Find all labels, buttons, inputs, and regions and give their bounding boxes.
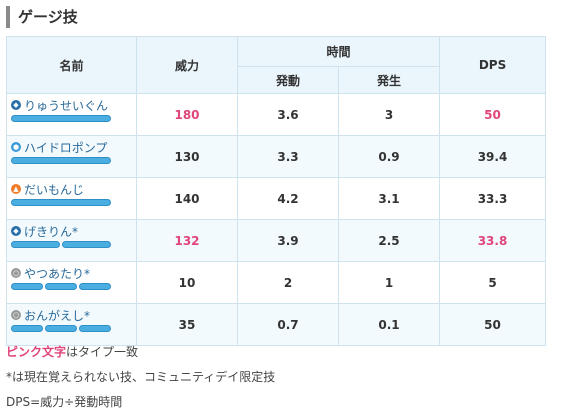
table-row: ○ やつあたり* 10 2 1 5 (6, 261, 547, 304)
move-name-link[interactable]: おんがえし* (24, 308, 91, 323)
table-row: ● ハイドロポンプ 130 3.3 0.9 39.4 (6, 135, 547, 178)
energy-bar (11, 199, 111, 206)
move-cell: ○ やつあたり* (6, 261, 137, 304)
power-cell: 140 (136, 177, 238, 220)
table-row: ○ おんがえし* 35 0.7 0.1 50 (6, 303, 547, 346)
occurrence-cell: 3 (337, 93, 441, 136)
energy-bar (79, 283, 111, 290)
activation-cell: 3.3 (237, 135, 339, 178)
energy-bars (11, 325, 132, 332)
move-name-link[interactable]: りゅうせいぐん (24, 98, 109, 113)
energy-bar (45, 325, 77, 332)
dps-cell: 50 (439, 93, 547, 136)
normal-icon: ○ (11, 268, 21, 278)
move-name-link[interactable]: やつあたり* (24, 266, 91, 281)
energy-bar (11, 325, 43, 332)
header-time: 時間 (236, 36, 441, 67)
energy-bar (11, 283, 43, 290)
section-title-text: ゲージ技 (18, 8, 78, 26)
power-cell: 35 (136, 303, 238, 346)
move-cell: ● ハイドロポンプ (6, 135, 137, 178)
move-cell: ◆ げきりん* (6, 219, 137, 262)
table-row: ▲ だいもんじ 140 4.2 3.1 33.3 (6, 177, 547, 220)
activation-cell: 0.7 (237, 303, 339, 346)
energy-bar (11, 241, 60, 248)
pink-text-label: ピンク文字 (6, 345, 67, 359)
water-icon: ● (11, 142, 21, 152)
header-dps: DPS (439, 36, 547, 94)
energy-bar (79, 325, 111, 332)
move-cell: ◆ りゅうせいぐん (6, 93, 137, 136)
power-cell: 130 (136, 135, 238, 178)
activation-cell: 3.9 (237, 219, 339, 262)
power-cell: 132 (136, 219, 238, 262)
power-cell: 10 (136, 261, 238, 304)
energy-bar (62, 241, 111, 248)
dps-cell: 33.8 (439, 219, 547, 262)
header-occurrence: 発生 (337, 66, 441, 94)
occurrence-cell: 3.1 (337, 177, 441, 220)
table-row: ◆ げきりん* 132 3.9 2.5 33.8 (6, 219, 547, 262)
dps-cell: 33.3 (439, 177, 547, 220)
energy-bar (11, 157, 111, 164)
activation-cell: 2 (237, 261, 339, 304)
dps-cell: 50 (439, 303, 547, 346)
header-name: 名前 (6, 36, 137, 94)
normal-icon: ○ (11, 310, 21, 320)
occurrence-cell: 0.1 (337, 303, 441, 346)
occurrence-cell: 0.9 (337, 135, 441, 178)
dps-cell: 5 (439, 261, 547, 304)
header-power: 威力 (136, 36, 238, 94)
fire-icon: ▲ (11, 184, 21, 194)
asterisk-note: *は現在覚えられない技、コミュニティデイ限定技 (6, 370, 276, 384)
energy-bars (11, 199, 132, 206)
energy-bar (11, 115, 111, 122)
section-title: ゲージ技 (6, 6, 78, 28)
activation-cell: 3.6 (237, 93, 339, 136)
activation-cell: 4.2 (237, 177, 339, 220)
charged-moves-table: 名前 威力 時間 DPS 発動 発生 ◆ りゅうせいぐん 180 3.6 3 (6, 36, 547, 346)
power-cell: 180 (136, 93, 238, 136)
dragon-icon: ◆ (11, 100, 21, 110)
energy-bars (11, 157, 132, 164)
energy-bars (11, 241, 132, 248)
energy-bars (11, 115, 132, 122)
stab-note: ピンク文字はタイプ一致 (6, 343, 138, 360)
dps-formula-note: DPS=威力÷発動時間 (6, 395, 123, 409)
move-name-link[interactable]: げきりん* (24, 224, 79, 239)
move-cell: ▲ だいもんじ (6, 177, 137, 220)
stab-note-text: はタイプ一致 (66, 345, 139, 359)
move-cell: ○ おんがえし* (6, 303, 137, 346)
dps-cell: 39.4 (439, 135, 547, 178)
energy-bar (45, 283, 77, 290)
move-name-link[interactable]: だいもんじ (24, 182, 85, 197)
occurrence-cell: 2.5 (337, 219, 441, 262)
header-activation: 発動 (237, 66, 339, 94)
energy-bars (11, 283, 132, 290)
occurrence-cell: 1 (337, 261, 441, 304)
move-name-link[interactable]: ハイドロポンプ (24, 140, 108, 155)
dragon-icon: ◆ (11, 226, 21, 236)
table-row: ◆ りゅうせいぐん 180 3.6 3 50 (6, 93, 547, 136)
